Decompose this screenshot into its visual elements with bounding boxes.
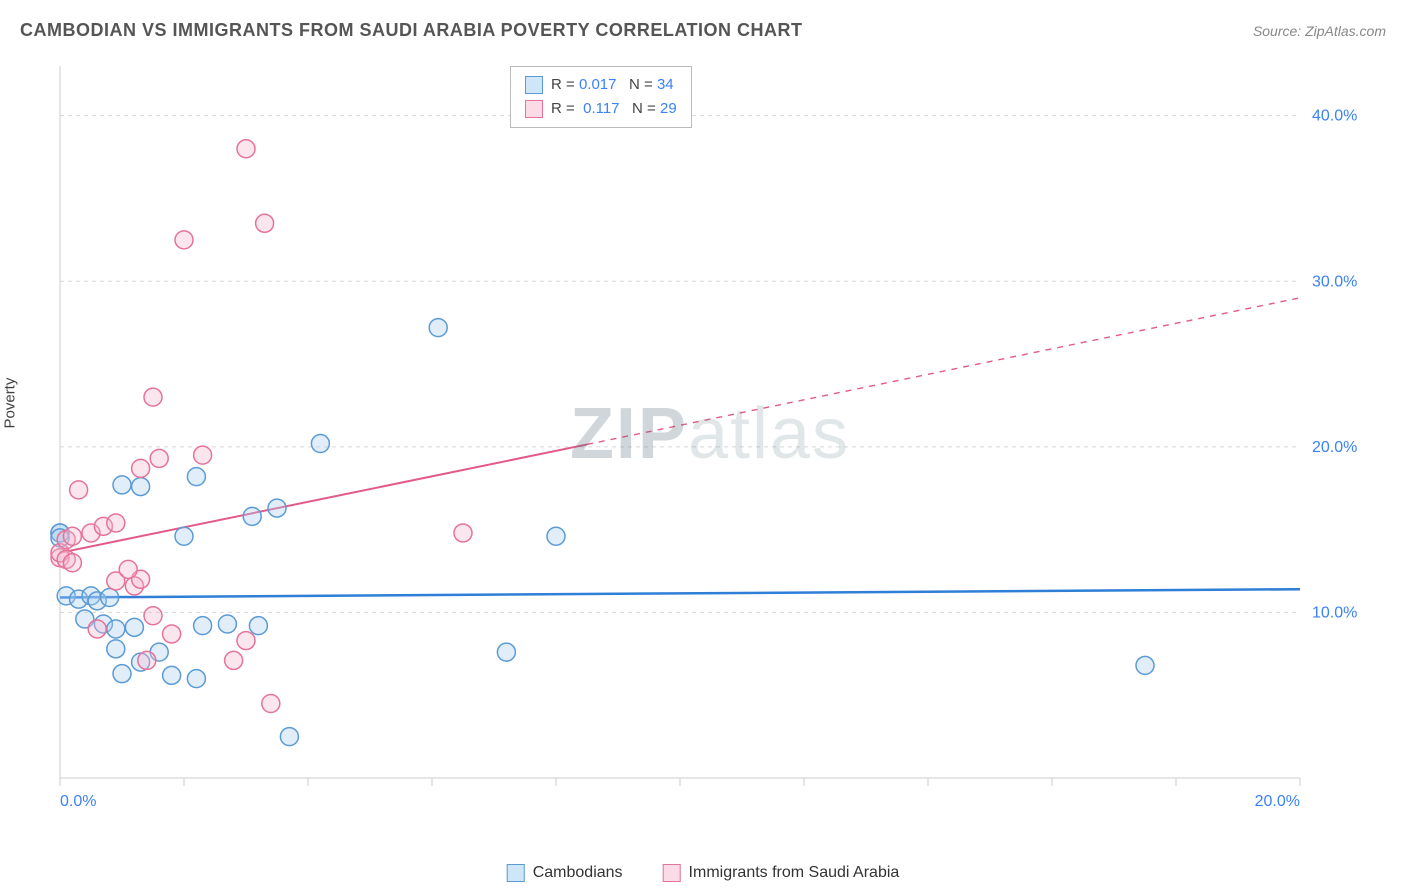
legend-swatch-icon — [525, 76, 543, 94]
chart-source: Source: ZipAtlas.com — [1253, 23, 1386, 39]
legend-item: Cambodians — [507, 864, 623, 882]
y-tick-label: 40.0% — [1312, 108, 1357, 125]
x-tick-label: 0.0% — [60, 793, 96, 810]
legend-row: R = 0.017 N = 34 — [525, 73, 677, 97]
chart-title: CAMBODIAN VS IMMIGRANTS FROM SAUDI ARABI… — [20, 20, 803, 41]
y-tick-label: 30.0% — [1312, 273, 1357, 290]
chart-area: 10.0%20.0%30.0%40.0%0.0%20.0% ZIPatlas R… — [50, 58, 1370, 818]
legend-swatch-icon — [663, 864, 681, 882]
legend-row: R = 0.117 N = 29 — [525, 97, 677, 121]
series-legend: Cambodians Immigrants from Saudi Arabia — [507, 864, 900, 882]
legend-swatch-icon — [507, 864, 525, 882]
scatter-plot: 10.0% 20.0% 30.0% 40.0% 0.0% 20.0% — [50, 58, 1370, 818]
legend-label: Immigrants from Saudi Arabia — [689, 864, 900, 882]
x-tick-label: 20.0% — [1255, 793, 1300, 810]
legend-label: Cambodians — [533, 864, 623, 882]
legend-item: Immigrants from Saudi Arabia — [663, 864, 900, 882]
correlation-legend: R = 0.017 N = 34R = 0.117 N = 29 — [510, 66, 692, 128]
y-tick-label: 20.0% — [1312, 439, 1357, 456]
legend-swatch-icon — [525, 100, 543, 118]
y-tick-label: 10.0% — [1312, 604, 1357, 621]
y-axis-label: Poverty — [2, 378, 19, 429]
